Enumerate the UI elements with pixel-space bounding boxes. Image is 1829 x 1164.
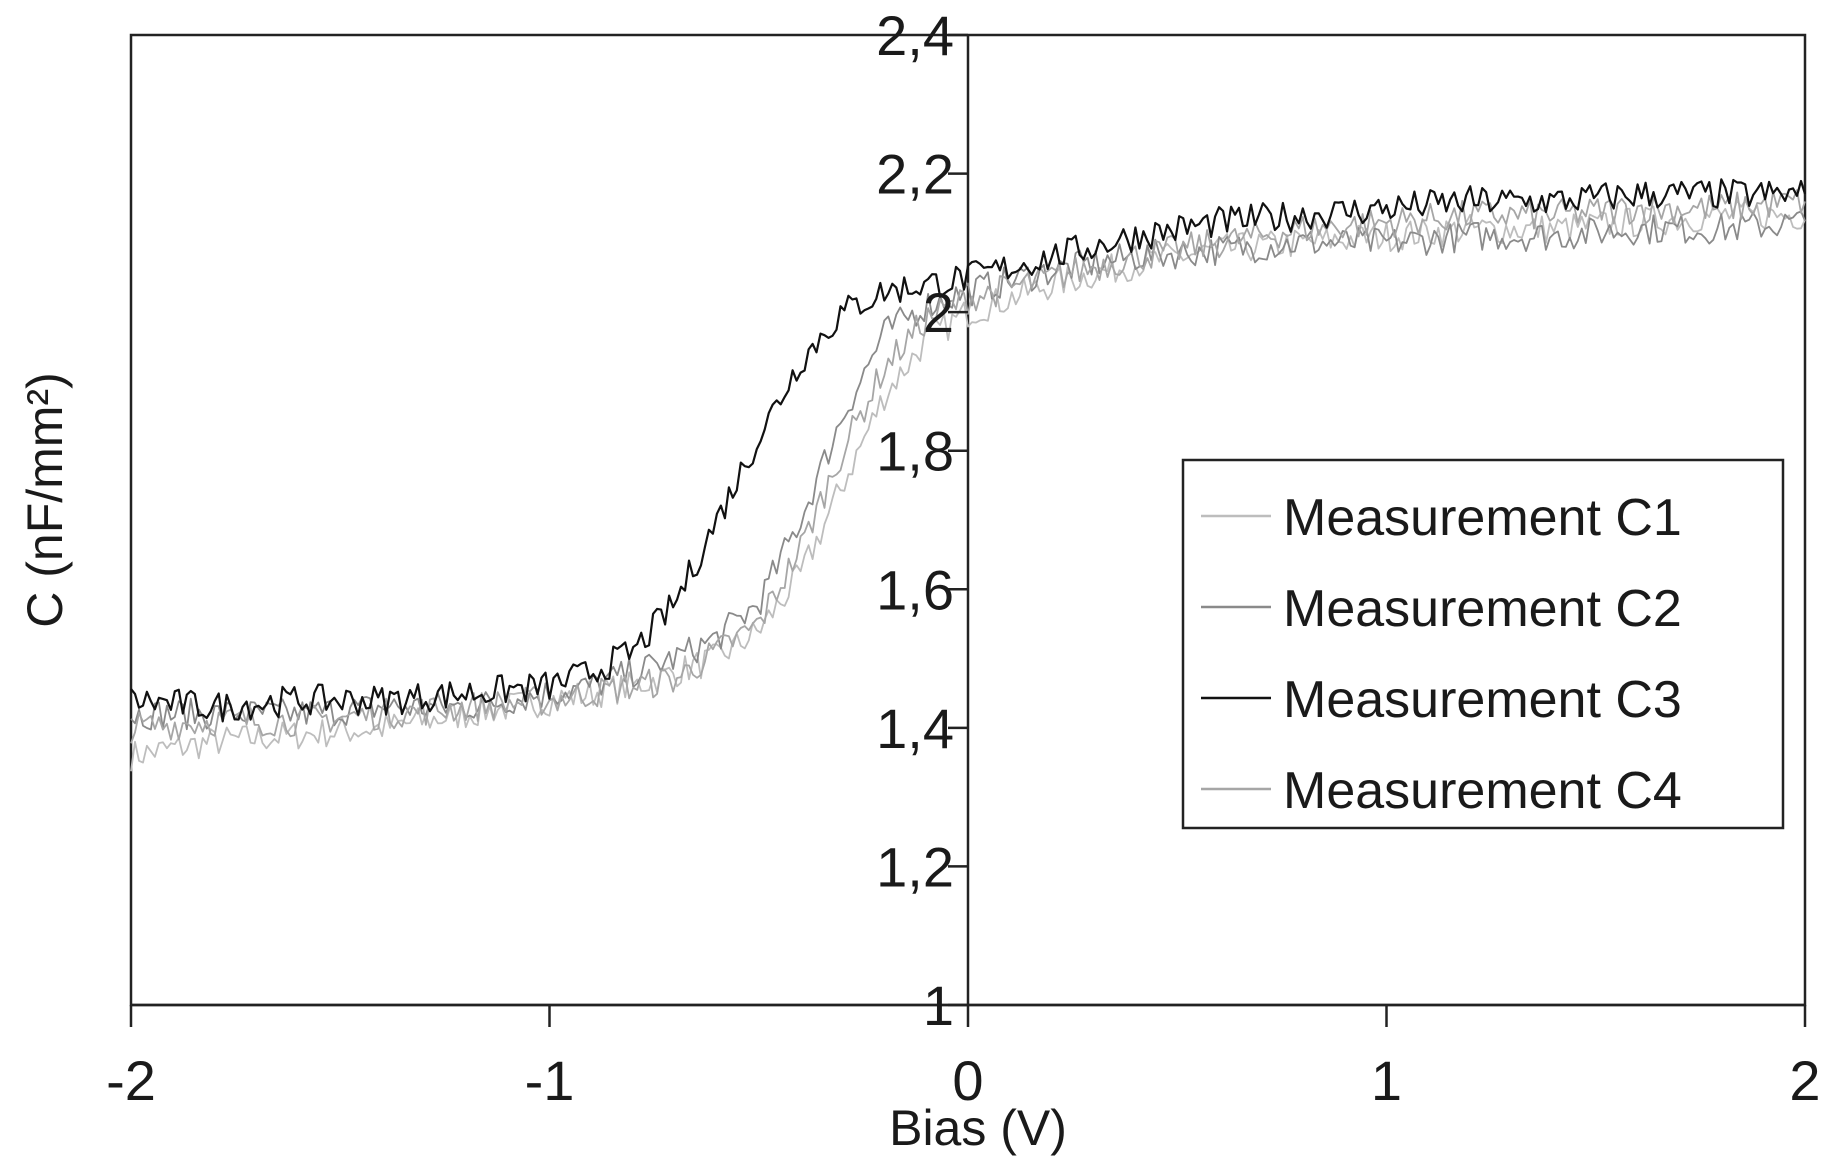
y-tick-label: 2,4 (876, 4, 954, 67)
x-tick-label: 2 (1789, 1049, 1820, 1112)
series-layer (130, 178, 1807, 772)
x-tick-label: 0 (952, 1049, 983, 1112)
series-line-c1 (130, 199, 1806, 772)
legend-box (1181, 458, 1785, 830)
y-tick-label: 1,6 (876, 558, 954, 621)
y-tick-label: 1 (923, 974, 954, 1037)
x-tick-label: -2 (106, 1049, 156, 1112)
series-line-c3 (130, 178, 1807, 723)
x-tick-label: -1 (525, 1049, 575, 1112)
legend-label: Measurement C3 (1283, 671, 1682, 729)
y-tick-label: 1,2 (876, 835, 954, 898)
y-axis-title: C (nF/mm²) (17, 372, 73, 628)
y-tick-label: 1,8 (876, 420, 954, 483)
y-tick-label: 1,4 (876, 697, 954, 760)
legend-label: Measurement C2 (1283, 580, 1682, 638)
series-line-c4 (130, 189, 1806, 744)
tick-labels: -2 -1 0 1 2 1 1,2 1,4 1,6 1,8 2 2,2 2,4 (106, 4, 1820, 1112)
legend: Measurement C1 Measurement C2 Measurement … (1181, 458, 1785, 830)
x-tick-label: 1 (1371, 1049, 1402, 1112)
legend-label: Measurement C4 (1283, 762, 1682, 820)
legend-label: Measurement C1 (1283, 489, 1682, 547)
series-line-c2 (130, 210, 1806, 731)
y-tick-label: 2,2 (876, 143, 954, 206)
y-tick-label: 2 (923, 281, 954, 344)
x-axis-title: Bias (V) (889, 1100, 1067, 1156)
